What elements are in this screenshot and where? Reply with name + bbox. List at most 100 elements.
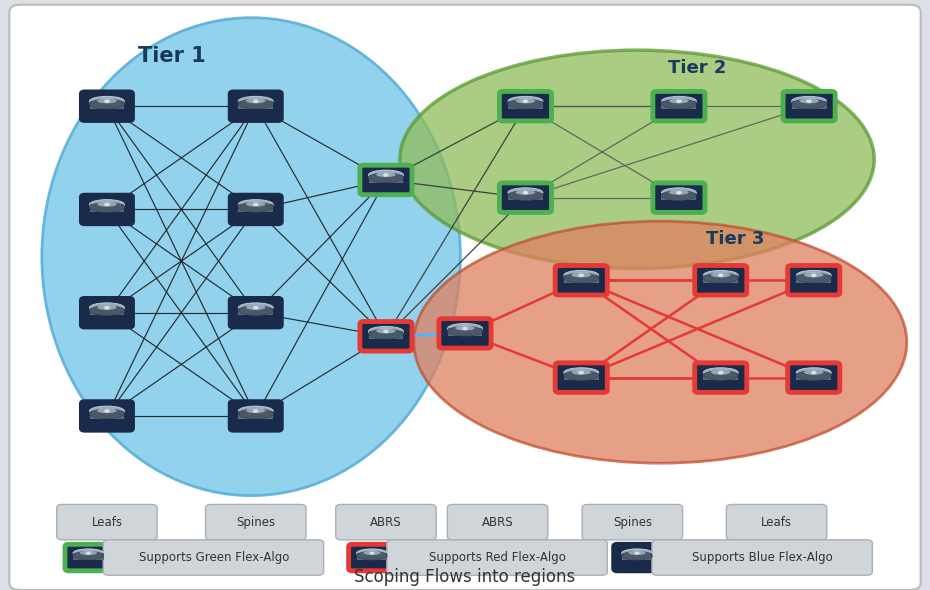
Bar — [238, 101, 273, 109]
Text: Tier 1: Tier 1 — [139, 46, 206, 66]
Ellipse shape — [89, 406, 125, 416]
Text: ABRS: ABRS — [482, 516, 513, 529]
Ellipse shape — [621, 552, 653, 560]
Ellipse shape — [376, 329, 395, 333]
Ellipse shape — [703, 368, 738, 378]
Ellipse shape — [661, 191, 697, 201]
Circle shape — [523, 191, 528, 195]
FancyBboxPatch shape — [360, 322, 412, 351]
FancyBboxPatch shape — [230, 91, 282, 121]
Bar — [703, 276, 738, 283]
Ellipse shape — [73, 549, 104, 558]
Bar — [238, 411, 273, 419]
FancyBboxPatch shape — [349, 545, 395, 571]
Circle shape — [253, 306, 259, 310]
Ellipse shape — [89, 303, 125, 313]
Ellipse shape — [799, 99, 818, 103]
Ellipse shape — [571, 370, 591, 375]
Ellipse shape — [661, 188, 697, 198]
FancyBboxPatch shape — [652, 540, 872, 575]
Circle shape — [253, 409, 259, 413]
Circle shape — [369, 552, 375, 555]
Text: Supports Red Flex-Algo: Supports Red Flex-Algo — [429, 551, 566, 564]
Text: Tier 2: Tier 2 — [669, 59, 726, 77]
FancyBboxPatch shape — [555, 363, 607, 392]
FancyBboxPatch shape — [653, 183, 705, 212]
Bar — [621, 553, 653, 560]
Text: Leafs: Leafs — [91, 516, 123, 529]
Ellipse shape — [89, 99, 125, 109]
Text: Supports Blue Flex-Algo: Supports Blue Flex-Algo — [692, 551, 833, 564]
Circle shape — [383, 330, 389, 333]
Circle shape — [718, 274, 724, 277]
Ellipse shape — [246, 99, 266, 103]
Bar — [661, 101, 697, 109]
Ellipse shape — [796, 270, 831, 280]
Ellipse shape — [456, 326, 474, 330]
Circle shape — [811, 371, 817, 375]
Bar — [796, 373, 831, 381]
FancyBboxPatch shape — [614, 545, 660, 571]
Circle shape — [806, 100, 812, 103]
FancyBboxPatch shape — [555, 266, 607, 295]
Ellipse shape — [246, 202, 266, 206]
FancyBboxPatch shape — [9, 5, 921, 590]
Ellipse shape — [564, 273, 599, 283]
Ellipse shape — [368, 329, 404, 339]
Circle shape — [676, 100, 682, 103]
Ellipse shape — [238, 306, 273, 316]
Ellipse shape — [356, 552, 387, 560]
Ellipse shape — [515, 99, 535, 103]
FancyBboxPatch shape — [81, 91, 133, 121]
FancyBboxPatch shape — [57, 504, 157, 540]
Circle shape — [578, 371, 584, 375]
FancyBboxPatch shape — [81, 401, 133, 431]
FancyBboxPatch shape — [447, 504, 548, 540]
Bar — [564, 373, 599, 381]
FancyBboxPatch shape — [695, 363, 747, 392]
Bar — [89, 205, 125, 212]
FancyBboxPatch shape — [788, 266, 840, 295]
Bar — [73, 553, 104, 560]
FancyBboxPatch shape — [206, 504, 306, 540]
Ellipse shape — [508, 99, 543, 109]
Ellipse shape — [246, 408, 266, 413]
Bar — [89, 308, 125, 315]
Ellipse shape — [571, 273, 591, 277]
Ellipse shape — [73, 552, 104, 560]
Ellipse shape — [703, 273, 738, 283]
Circle shape — [104, 306, 110, 310]
Ellipse shape — [661, 99, 697, 109]
Ellipse shape — [356, 549, 387, 558]
FancyBboxPatch shape — [81, 298, 133, 327]
Ellipse shape — [711, 273, 731, 277]
Ellipse shape — [364, 550, 380, 555]
Ellipse shape — [80, 550, 97, 555]
Ellipse shape — [564, 371, 599, 381]
Ellipse shape — [400, 50, 874, 268]
Ellipse shape — [447, 323, 483, 333]
Ellipse shape — [508, 188, 543, 198]
Bar — [508, 101, 543, 109]
Circle shape — [634, 552, 640, 555]
Ellipse shape — [238, 96, 273, 106]
Ellipse shape — [791, 96, 827, 106]
Ellipse shape — [703, 371, 738, 381]
FancyBboxPatch shape — [230, 298, 282, 327]
FancyBboxPatch shape — [230, 195, 282, 224]
Ellipse shape — [238, 406, 273, 416]
Text: Spines: Spines — [236, 516, 275, 529]
Circle shape — [383, 173, 389, 177]
Ellipse shape — [98, 202, 117, 206]
Text: Spines: Spines — [613, 516, 652, 529]
FancyBboxPatch shape — [783, 91, 835, 121]
Circle shape — [104, 409, 110, 413]
Bar — [89, 411, 125, 419]
FancyBboxPatch shape — [788, 363, 840, 392]
Bar — [796, 276, 831, 283]
Ellipse shape — [804, 273, 824, 277]
FancyBboxPatch shape — [582, 504, 683, 540]
Ellipse shape — [238, 99, 273, 109]
Ellipse shape — [246, 305, 266, 310]
Ellipse shape — [508, 191, 543, 201]
